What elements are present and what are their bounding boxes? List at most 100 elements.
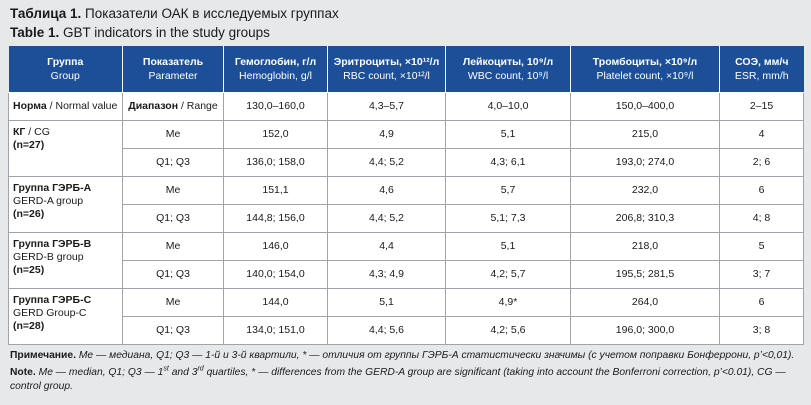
value-cell: 4 bbox=[719, 120, 804, 149]
table-title-en-text: GBT indicators in the study groups bbox=[59, 25, 270, 40]
group-cell: Группа ГЭРБ-В GERD-B group (n=25) bbox=[8, 232, 123, 289]
value-cell: 146,0 bbox=[223, 232, 328, 261]
value-cell: 4,6 bbox=[327, 176, 446, 205]
value-cell: 151,1 bbox=[223, 176, 328, 205]
header-ru: Показатель bbox=[142, 56, 204, 68]
value-cell: 218,0 bbox=[570, 232, 720, 261]
header-ru: СОЭ, мм/ч bbox=[735, 56, 789, 68]
table-row-gerd-b-q: Q1; Q3 140,0; 154,0 4,3; 4,9 4,2; 5,7 19… bbox=[9, 260, 804, 289]
group-name-ru: Группа ГЭРБ-В bbox=[13, 238, 92, 250]
value-cell: 6 bbox=[719, 176, 804, 205]
group-cell: Группа ГЭРБ-А GERD-A group (n=26) bbox=[8, 176, 123, 233]
note-en-text: Me — median, Q1; Q3 — 1st and 3rd quarti… bbox=[10, 365, 786, 392]
value-cell: 134,0; 151,0 bbox=[223, 316, 328, 345]
table-row-gerd-b-me: Группа ГЭРБ-В GERD-B group (n=25) Me 146,0… bbox=[8, 232, 804, 289]
group-n: (n=27) bbox=[13, 139, 45, 151]
header-cell-platelet: Тромбоциты, ×10⁹/л Platelet count, ×10⁹/l bbox=[570, 46, 720, 93]
header-cell-hemoglobin: Гемоглобин, г/л Hemoglobin, g/l bbox=[223, 46, 328, 93]
table-row-norm: Норма / Normal value Диапазон / Range 13… bbox=[8, 92, 804, 121]
table-row-gerd-a-q: Q1; Q3 144,8; 156,0 4,4; 5,2 5,1; 7,3 20… bbox=[9, 204, 804, 233]
value-cell: 152,0 bbox=[223, 120, 328, 149]
table-title-ru-label: Таблица 1. bbox=[10, 6, 82, 21]
note-en-part: and 3 bbox=[168, 367, 198, 378]
table-title-ru-text: Показатели ОАК в исследуемых группах bbox=[81, 6, 339, 21]
group-n: (n=25) bbox=[13, 264, 45, 276]
value-cell: 6 bbox=[719, 288, 804, 317]
group-name-ru: Норма bbox=[13, 100, 47, 112]
value-cell: 136,0; 158,0 bbox=[223, 148, 328, 177]
note-en-sup: rd bbox=[197, 365, 204, 373]
value-cell: 4,2; 5,7 bbox=[445, 260, 571, 289]
value-cell: 5 bbox=[719, 232, 804, 261]
data-table: Группа Group Показатель Parameter Гемоглоб… bbox=[8, 46, 804, 345]
value-cell: 2; 6 bbox=[719, 148, 804, 177]
parameter-cell: Me bbox=[122, 232, 224, 261]
value-cell: 130,0–160,0 bbox=[223, 92, 328, 121]
parameter-cell: Диапазон / Range bbox=[122, 92, 224, 121]
header-ru: Эритроциты, ×10¹²/л bbox=[333, 56, 440, 68]
group-name-en: / CG bbox=[25, 126, 50, 138]
value-cell: 3; 8 bbox=[719, 316, 804, 345]
group-name-en: GERD-A group bbox=[13, 195, 84, 207]
note-en-part: Me — median, Q1; Q3 — 1 bbox=[35, 367, 164, 378]
header-cell-wbc: Лейкоциты, 10⁹/л WBC count, 10⁹/l bbox=[445, 46, 571, 93]
table-row-cg-me: КГ / CG (n=27) Me 152,0 4,9 5,1 215,0 4 bbox=[8, 120, 804, 177]
header-cell-parameter: Показатель Parameter bbox=[122, 46, 224, 93]
note-ru: Примечание. Me — медиана, Q1; Q3 — 1-й и… bbox=[10, 349, 805, 363]
group-name-ru: КГ bbox=[13, 126, 26, 138]
table-body: Норма / Normal value Диапазон / Range 13… bbox=[8, 92, 804, 345]
group-cell: Группа ГЭРБ-С GERD Group-C (n=28) bbox=[8, 288, 123, 345]
table-row-cg-q: Q1; Q3 136,0; 158,0 4,4; 5,2 4,3; 6,1 19… bbox=[9, 148, 804, 177]
value-cell: 140,0; 154,0 bbox=[223, 260, 328, 289]
value-cell: 4,2; 5,6 bbox=[445, 316, 571, 345]
group-cell: Норма / Normal value bbox=[8, 92, 123, 121]
table-title-en-label: Table 1. bbox=[10, 25, 60, 40]
group-name-en: GERD-B group bbox=[13, 251, 84, 263]
header-ru: Гемоглобин, г/л bbox=[234, 56, 317, 68]
parameter-en: / Range bbox=[178, 100, 218, 112]
group-name-ru: Группа ГЭРБ-А bbox=[13, 182, 92, 194]
value-cell: 4,9 bbox=[327, 120, 446, 149]
value-cell: 264,0 bbox=[570, 288, 720, 317]
value-cell: 4,3; 4,9 bbox=[327, 260, 446, 289]
note-en-part: quartiles, * — differences from the GERD… bbox=[10, 367, 786, 392]
group-n: (n=26) bbox=[13, 208, 45, 220]
parameter-cell: Q1; Q3 bbox=[122, 204, 224, 233]
parameter-cell: Me bbox=[122, 176, 224, 205]
header-ru: Тромбоциты, ×10⁹/л bbox=[592, 56, 698, 68]
group-n: (n=28) bbox=[13, 320, 45, 332]
parameter-cell: Me bbox=[122, 120, 224, 149]
note-en: Note. Me — median, Q1; Q3 — 1st and 3rd … bbox=[10, 366, 805, 394]
value-cell: 4,4 bbox=[327, 232, 446, 261]
value-cell: 4,9* bbox=[445, 288, 571, 317]
header-cell-esr: СОЭ, мм/ч ESR, mm/h bbox=[719, 46, 804, 93]
header-en: Platelet count, ×10⁹/l bbox=[596, 70, 694, 82]
header-cell-rbc: Эритроциты, ×10¹²/л RBC count, ×10¹²/l bbox=[327, 46, 446, 93]
value-cell: 195,5; 281,5 bbox=[570, 260, 720, 289]
header-cell-group: Группа Group bbox=[8, 46, 123, 93]
value-cell: 5,1 bbox=[445, 232, 571, 261]
parameter-cell: Q1; Q3 bbox=[122, 260, 224, 289]
value-cell: 5,1 bbox=[445, 120, 571, 149]
value-cell: 215,0 bbox=[570, 120, 720, 149]
header-en: Hemoglobin, g/l bbox=[239, 70, 312, 82]
value-cell: 144,8; 156,0 bbox=[223, 204, 328, 233]
parameter-cell: Me bbox=[122, 288, 224, 317]
group-name-en: / Normal value bbox=[46, 100, 118, 112]
group-cell: КГ / CG (n=27) bbox=[8, 120, 123, 177]
header-en: Group bbox=[50, 70, 80, 82]
note-ru-text: Me — медиана, Q1; Q3 — 1-й и 3-й квартил… bbox=[75, 350, 795, 361]
table-header: Группа Group Показатель Parameter Гемоглоб… bbox=[8, 46, 804, 93]
group-name-en: GERD Group-C bbox=[13, 307, 87, 319]
value-cell: 2–15 bbox=[719, 92, 804, 121]
table-title-ru: Таблица 1. Показатели ОАК в исследуемых … bbox=[10, 6, 339, 22]
value-cell: 196,0; 300,0 bbox=[570, 316, 720, 345]
note-en-label: Note. bbox=[10, 367, 36, 378]
table-row-gerd-a-me: Группа ГЭРБ-А GERD-A group (n=26) Me 151,1… bbox=[8, 176, 804, 233]
value-cell: 5,7 bbox=[445, 176, 571, 205]
table-row-gerd-c-me: Группа ГЭРБ-С GERD Group-C (n=28) Me 144,0… bbox=[8, 288, 804, 345]
header-ru: Группа bbox=[47, 56, 84, 68]
value-cell: 4,4; 5,6 bbox=[327, 316, 446, 345]
value-cell: 4; 8 bbox=[719, 204, 804, 233]
